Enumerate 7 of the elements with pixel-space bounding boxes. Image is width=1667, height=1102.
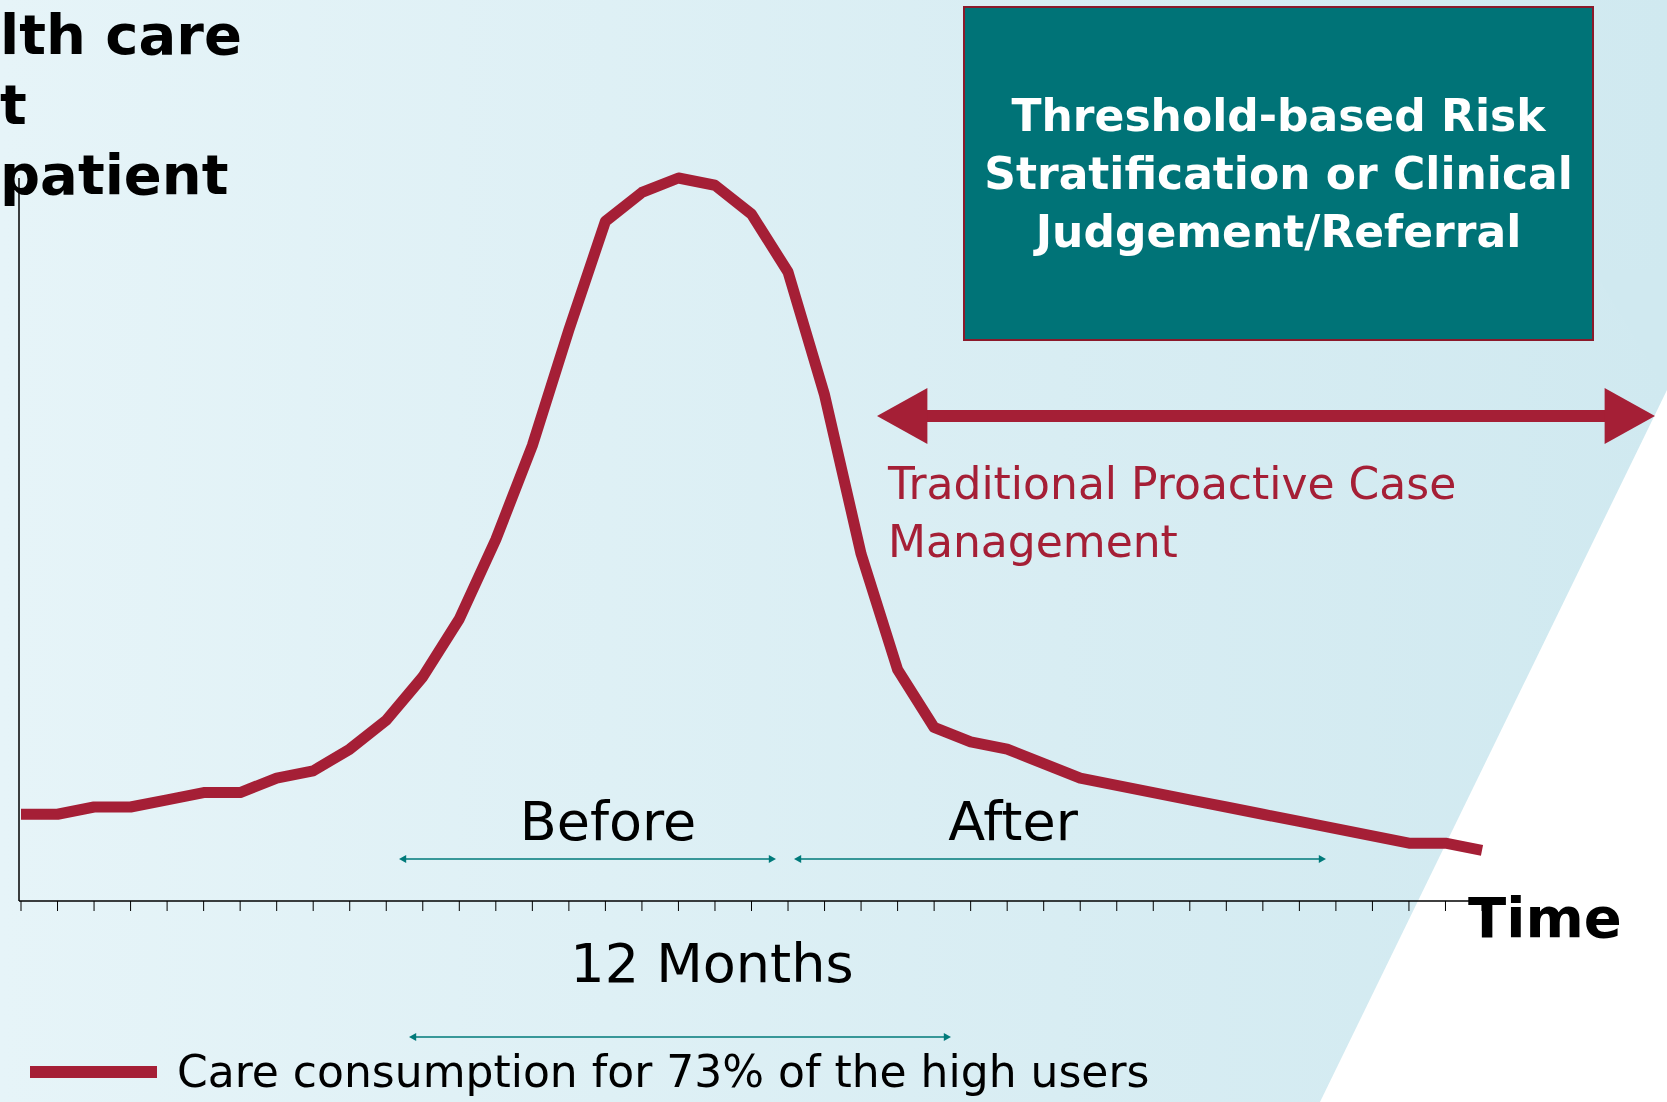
legend-label: Care consumption for 73% of the high users <box>177 1046 1150 1098</box>
annotation: Traditional Proactive Case Management <box>888 457 1458 569</box>
x-axis-title: Time <box>1468 885 1622 950</box>
y-axis-title: lth care t patient <box>0 1 242 209</box>
annotation: After <box>947 790 1079 853</box>
annotation: Before <box>518 790 698 853</box>
text: 12 Months <box>569 932 855 995</box>
